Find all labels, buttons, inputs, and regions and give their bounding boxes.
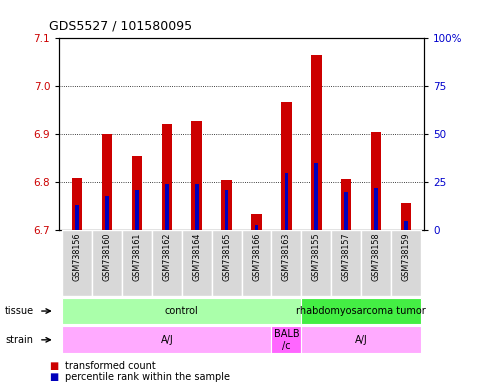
- Text: GSM738163: GSM738163: [282, 232, 291, 281]
- Bar: [374, 188, 378, 230]
- Bar: [75, 205, 79, 230]
- Text: tissue: tissue: [5, 306, 34, 316]
- Text: GSM738164: GSM738164: [192, 232, 201, 281]
- Bar: [72, 178, 82, 230]
- Text: ■: ■: [49, 361, 59, 371]
- Bar: [311, 55, 321, 230]
- Bar: [272, 230, 301, 296]
- Text: GSM738155: GSM738155: [312, 232, 321, 281]
- Bar: [162, 124, 172, 230]
- Bar: [122, 230, 152, 296]
- Text: GSM738158: GSM738158: [372, 232, 381, 281]
- Bar: [191, 121, 202, 230]
- Bar: [301, 298, 421, 324]
- Text: A/J: A/J: [355, 335, 368, 345]
- Bar: [62, 298, 301, 324]
- Bar: [165, 184, 169, 230]
- Text: GSM738165: GSM738165: [222, 232, 231, 281]
- Bar: [251, 214, 262, 230]
- Text: rhabdomyosarcoma tumor: rhabdomyosarcoma tumor: [296, 306, 426, 316]
- Bar: [102, 134, 112, 230]
- Text: A/J: A/J: [160, 335, 173, 345]
- Bar: [315, 163, 318, 230]
- Bar: [105, 196, 109, 230]
- Text: control: control: [165, 306, 199, 316]
- Text: GSM738156: GSM738156: [72, 232, 82, 281]
- Bar: [242, 230, 272, 296]
- Text: GSM738166: GSM738166: [252, 232, 261, 281]
- Bar: [404, 221, 408, 230]
- Bar: [331, 230, 361, 296]
- Bar: [255, 225, 258, 230]
- Bar: [195, 184, 199, 230]
- Text: ■: ■: [49, 372, 59, 382]
- Bar: [135, 190, 139, 230]
- Bar: [345, 192, 348, 230]
- Bar: [152, 230, 182, 296]
- Bar: [92, 230, 122, 296]
- Bar: [401, 203, 411, 230]
- Bar: [301, 326, 421, 353]
- Bar: [221, 180, 232, 230]
- Text: GDS5527 / 101580095: GDS5527 / 101580095: [49, 19, 192, 32]
- Bar: [301, 230, 331, 296]
- Bar: [391, 230, 421, 296]
- Text: percentile rank within the sample: percentile rank within the sample: [65, 372, 230, 382]
- Bar: [281, 102, 292, 230]
- Bar: [132, 156, 142, 230]
- Text: GSM738159: GSM738159: [401, 232, 411, 281]
- Bar: [272, 326, 301, 353]
- Bar: [211, 230, 242, 296]
- Text: GSM738157: GSM738157: [342, 232, 351, 281]
- Bar: [284, 173, 288, 230]
- Bar: [62, 326, 272, 353]
- Text: GSM738160: GSM738160: [103, 232, 111, 281]
- Bar: [361, 230, 391, 296]
- Bar: [341, 179, 352, 230]
- Text: transformed count: transformed count: [65, 361, 156, 371]
- Bar: [62, 230, 92, 296]
- Text: strain: strain: [5, 335, 33, 345]
- Text: BALB
/c: BALB /c: [274, 329, 299, 351]
- Bar: [182, 230, 211, 296]
- Text: GSM738161: GSM738161: [133, 232, 141, 281]
- Text: GSM738162: GSM738162: [162, 232, 171, 281]
- Bar: [225, 190, 228, 230]
- Bar: [371, 132, 382, 230]
